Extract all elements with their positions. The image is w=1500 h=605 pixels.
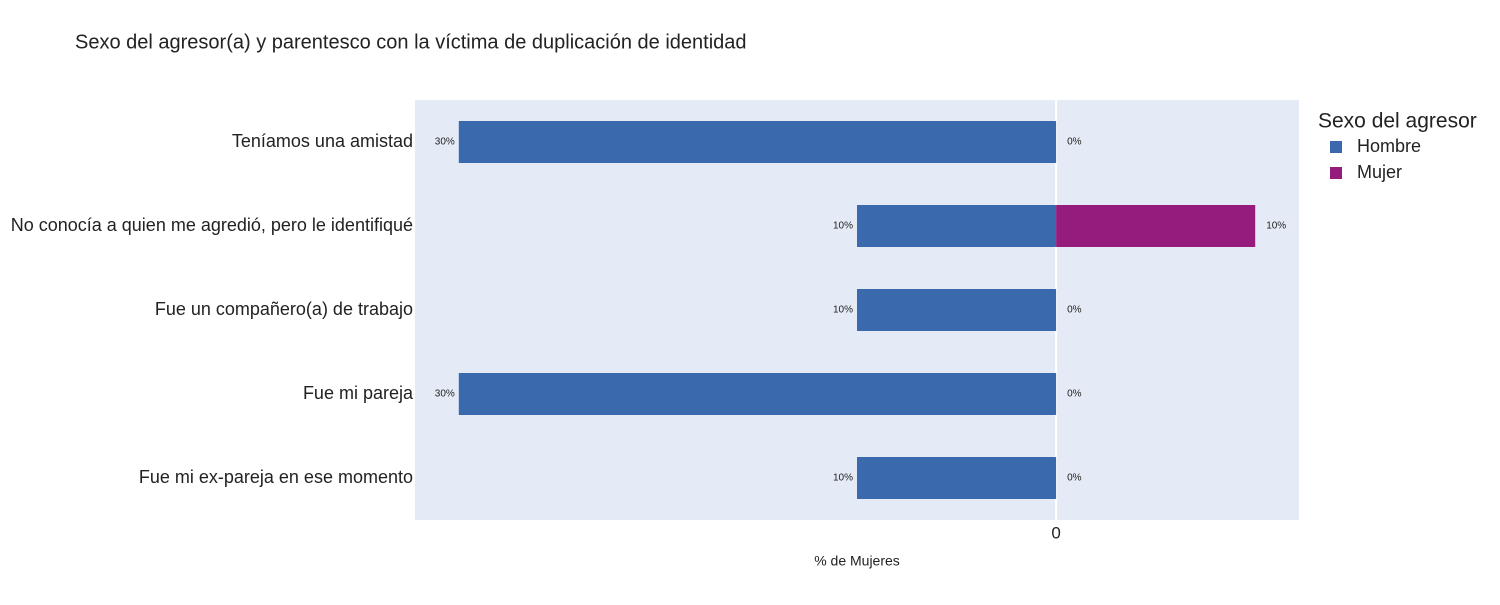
value-label: 0%: [1067, 389, 1082, 400]
value-label: 30%: [435, 389, 455, 400]
value-label: 10%: [833, 305, 853, 316]
value-label: 10%: [833, 221, 853, 232]
bar: [857, 289, 1057, 331]
legend-swatch: [1330, 141, 1342, 153]
bar: [857, 205, 1057, 247]
legend-label: Mujer: [1357, 162, 1402, 182]
bar: [458, 373, 1057, 415]
legend-swatch: [1330, 167, 1342, 179]
bar: [1056, 205, 1256, 247]
x-tick-label: 0: [1051, 523, 1060, 542]
legend-label: Hombre: [1357, 136, 1421, 156]
y-tick-label: No conocía a quien me agredió, pero le i…: [11, 215, 413, 235]
y-tick-label: Fue mi pareja: [303, 383, 414, 403]
y-tick-label: Teníamos una amistad: [232, 131, 413, 151]
value-label: 10%: [833, 473, 853, 484]
chart-title: Sexo del agresor(a) y parentesco con la …: [75, 31, 747, 53]
x-axis-title: % de Mujeres: [814, 553, 900, 569]
y-tick-label: Fue un compañero(a) de trabajo: [155, 299, 413, 319]
value-label: 30%: [435, 137, 455, 148]
y-tick-label: Fue mi ex-pareja en ese momento: [139, 467, 413, 487]
value-label: 0%: [1067, 137, 1082, 148]
value-label: 0%: [1067, 305, 1082, 316]
bar: [458, 121, 1057, 163]
value-label: 10%: [1266, 221, 1286, 232]
legend-title: Sexo del agresor: [1318, 110, 1477, 133]
bar: [857, 457, 1057, 499]
value-label: 0%: [1067, 473, 1082, 484]
